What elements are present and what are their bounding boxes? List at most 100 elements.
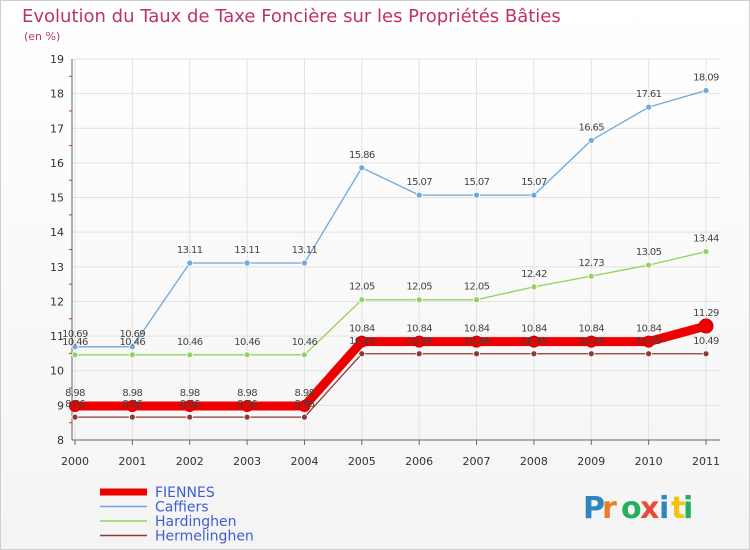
y-tick-label: 18 — [50, 88, 64, 101]
y-tick-label: 19 — [50, 53, 64, 66]
legend-label-hermelinghen: Hermelinghen — [155, 529, 254, 545]
data-point-hermelinghen — [71, 413, 79, 421]
series-line-hermelinghen — [74, 353, 707, 418]
data-point-hardinghen — [587, 272, 595, 280]
data-point-caffiers — [358, 164, 366, 172]
data-point-hermelinghen — [702, 350, 710, 358]
data-point-caffiers — [243, 259, 251, 267]
x-tick-label: 2004 — [290, 455, 318, 468]
logo-letter: i — [659, 491, 669, 526]
data-label-fiennes: 10.84 — [349, 324, 375, 335]
data-label-hardinghen: 12.42 — [521, 269, 547, 280]
y-tick-label: 9 — [57, 399, 64, 412]
data-label-hermelinghen: 8.66 — [65, 399, 85, 410]
x-tick-label: 2008 — [520, 455, 548, 468]
data-label-hardinghen: 10.46 — [234, 337, 260, 348]
y-tick-label: 16 — [50, 157, 64, 170]
data-point-hermelinghen — [587, 350, 595, 358]
data-label-hermelinghen: 10.49 — [578, 336, 604, 347]
y-tick-label: 8 — [57, 434, 64, 447]
data-point-hermelinghen — [186, 413, 194, 421]
data-label-caffiers: 10.69 — [120, 329, 146, 340]
data-label-fiennes: 10.84 — [406, 324, 432, 335]
data-label-hermelinghen: 10.49 — [464, 336, 490, 347]
data-label-hermelinghen: 10.49 — [636, 336, 662, 347]
data-label-hardinghen: 12.05 — [406, 282, 432, 293]
data-label-fiennes: 10.84 — [464, 324, 490, 335]
x-tick-label: 2001 — [118, 455, 146, 468]
y-tick-label: 17 — [50, 122, 64, 135]
data-label-fiennes: 8.98 — [295, 388, 315, 399]
data-point-hermelinghen — [473, 350, 480, 358]
x-tick-label: 2000 — [61, 455, 89, 468]
data-point-hardinghen — [358, 296, 366, 304]
series-line-fiennes — [70, 321, 711, 411]
x-tick-label: 2005 — [348, 455, 376, 468]
data-label-hardinghen: 13.44 — [693, 234, 719, 245]
data-label-fiennes: 11.29 — [693, 308, 719, 319]
y-tick-label: 12 — [50, 295, 64, 308]
data-point-fiennes — [698, 318, 714, 334]
data-label-hermelinghen: 8.66 — [180, 399, 200, 410]
x-tick-label: 2009 — [577, 455, 605, 468]
x-tick-label: 2003 — [233, 455, 261, 468]
data-point-hardinghen — [473, 296, 480, 304]
data-point-hardinghen — [301, 351, 308, 359]
data-point-fiennes — [585, 335, 598, 348]
data-point-hardinghen — [645, 261, 653, 269]
data-point-hardinghen — [530, 283, 538, 291]
data-label-hardinghen: 10.46 — [177, 337, 203, 348]
data-label-hermelinghen: 10.49 — [693, 336, 719, 347]
data-label-hermelinghen: 8.66 — [295, 399, 315, 410]
data-point-fiennes — [355, 335, 368, 348]
data-label-hardinghen: 12.73 — [578, 258, 604, 269]
data-label-caffiers: 15.07 — [521, 177, 547, 188]
data-point-hermelinghen — [128, 413, 136, 421]
data-label-hermelinghen: 10.49 — [406, 336, 432, 347]
data-point-hardinghen — [415, 296, 423, 304]
data-label-caffiers: 13.11 — [177, 245, 203, 256]
data-point-fiennes — [642, 335, 655, 348]
data-point-hermelinghen — [415, 350, 423, 358]
logo-letter: i — [683, 491, 693, 526]
chart-subtitle: (en %) — [24, 30, 60, 43]
data-point-fiennes — [69, 400, 81, 413]
data-point-hermelinghen — [645, 350, 653, 358]
data-point-caffiers — [128, 343, 136, 351]
logo-letter: x — [640, 491, 659, 526]
y-tick-label: 14 — [50, 226, 64, 239]
data-point-caffiers — [71, 343, 79, 351]
y-tick-label: 11 — [50, 330, 64, 343]
x-tick-label: 2011 — [692, 455, 720, 468]
data-label-caffiers: 15.07 — [406, 177, 432, 188]
x-tick-label: 2010 — [635, 455, 663, 468]
chart-title: Evolution du Taux de Taxe Foncière sur l… — [22, 6, 561, 27]
data-point-fiennes — [183, 400, 196, 413]
series-layer — [69, 87, 714, 421]
data-label-caffiers: 15.07 — [464, 177, 490, 188]
data-label-layer: 8.66 8.66 8.66 8.66 8.66 10.49 10.49 10.49 10.49… — [62, 73, 719, 411]
data-label-hermelinghen: 8.66 — [237, 399, 257, 410]
data-point-hardinghen — [128, 351, 136, 359]
data-point-hermelinghen — [358, 350, 366, 358]
data-label-caffiers: 10.69 — [62, 329, 88, 340]
proxiti-logo: Pr ox i ti — [583, 491, 693, 526]
data-label-fiennes: 8.98 — [237, 388, 257, 399]
x-tick-label: 2006 — [405, 455, 433, 468]
data-label-fiennes: 8.98 — [122, 388, 142, 399]
logo-letter: r — [602, 491, 617, 526]
series-line-hardinghen — [74, 250, 707, 356]
data-label-fiennes: 8.98 — [180, 388, 200, 399]
y-tick-label: 15 — [50, 192, 64, 205]
y-tick-label: 13 — [50, 261, 64, 274]
data-label-caffiers: 13.11 — [292, 245, 318, 256]
series-line-caffiers — [74, 89, 707, 348]
data-label-hardinghen: 12.05 — [349, 282, 375, 293]
data-label-hermelinghen: 8.66 — [122, 399, 142, 410]
data-label-caffiers: 13.11 — [234, 245, 260, 256]
data-label-caffiers: 17.61 — [636, 89, 662, 100]
data-point-caffiers — [702, 87, 710, 94]
